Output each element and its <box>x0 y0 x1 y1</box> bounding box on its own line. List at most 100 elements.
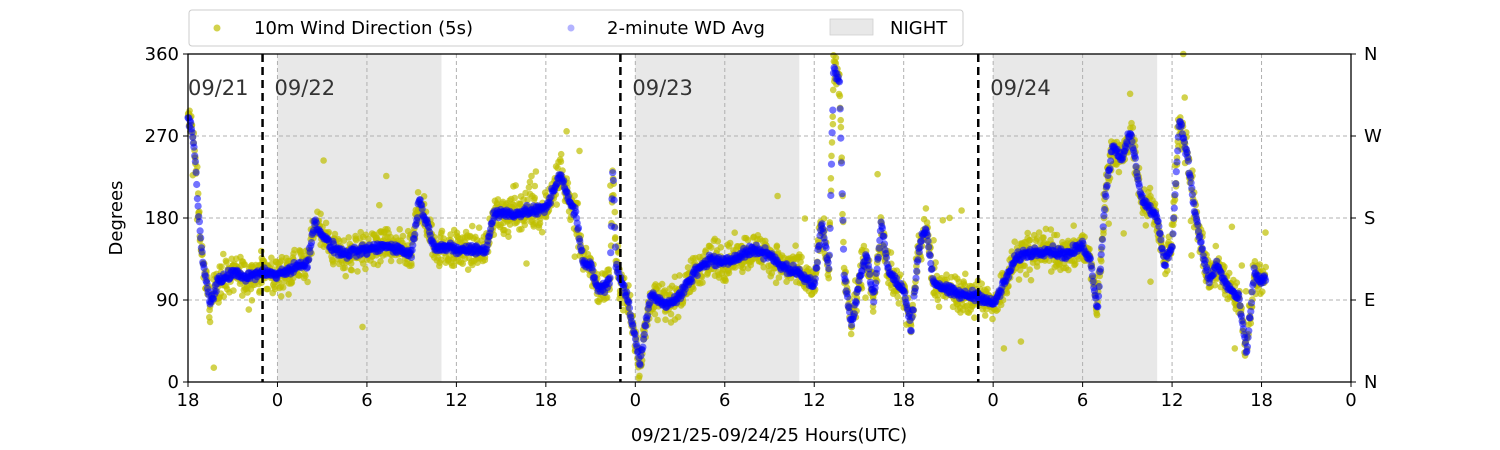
y-axis-title: Degrees <box>106 181 127 256</box>
wind-direction-point <box>1026 236 1034 244</box>
wind-direction-point <box>792 242 799 249</box>
wd-avg-point <box>611 243 620 251</box>
wind-direction-point <box>387 257 395 265</box>
wd-avg-point <box>1262 276 1270 284</box>
wd-avg-point <box>197 234 205 242</box>
wd-avg-point <box>835 78 844 86</box>
x-tick-label: 18 <box>1250 390 1273 411</box>
wind-direction-point <box>1129 124 1137 131</box>
wind-direction-point <box>1098 257 1105 265</box>
wd-avg-point <box>822 244 830 252</box>
wind-direction-point <box>1072 260 1079 268</box>
wind-direction-point <box>838 154 845 161</box>
wd-avg-point <box>212 287 220 295</box>
wd-avg-point <box>828 129 836 137</box>
wind-direction-point <box>531 182 539 190</box>
wd-avg-point <box>194 202 202 210</box>
wd-avg-point <box>606 274 614 282</box>
wd-avg-point <box>825 251 834 259</box>
wind-direction-point <box>1126 90 1134 98</box>
wind-direction-point <box>1181 94 1188 101</box>
wd-avg-point <box>928 265 936 273</box>
wd-avg-point <box>1245 327 1253 335</box>
wd-avg-point <box>631 335 640 343</box>
wd-avg-point <box>917 237 926 245</box>
wind-direction-point <box>658 280 666 288</box>
wd-avg-point <box>560 177 568 185</box>
wind-direction-point <box>450 262 458 270</box>
wind-direction-point <box>1262 263 1269 271</box>
wd-avg-point <box>926 252 934 260</box>
wind-direction-point <box>874 170 881 178</box>
wind-direction-point <box>220 293 228 300</box>
wind-direction-point <box>504 228 512 236</box>
wind-direction-point <box>516 201 524 208</box>
legend-marker-wind-direction <box>213 24 221 32</box>
wd-avg-point <box>1236 302 1244 310</box>
y-tick-label: 360 <box>145 44 179 65</box>
wd-avg-point <box>1099 223 1107 231</box>
wind-direction-point <box>994 306 1001 313</box>
wind-direction-point <box>1142 222 1150 229</box>
y-right-tick-label: E <box>1364 290 1375 311</box>
x-tick-label: 18 <box>177 390 200 411</box>
wind-direction-point <box>494 196 502 203</box>
wd-avg-point <box>878 224 887 232</box>
wd-avg-point <box>844 293 852 301</box>
wd-avg-point <box>576 237 584 245</box>
wind-direction-point <box>1238 262 1246 269</box>
wind-direction-point <box>210 364 218 372</box>
wind-direction-point <box>651 310 659 318</box>
wd-avg-point <box>1184 157 1192 165</box>
wd-avg-point <box>642 322 650 330</box>
wd-avg-point <box>637 352 645 360</box>
wd-avg-point <box>200 264 208 272</box>
wind-direction-point <box>636 372 643 380</box>
wind-direction-point <box>828 139 836 146</box>
wind-direction-point <box>978 280 985 288</box>
x-tick-label: 18 <box>892 390 915 411</box>
day-divider-label: 09/22 <box>275 76 336 100</box>
wd-avg-point <box>1088 264 1096 273</box>
x-tick-label: 6 <box>719 390 730 411</box>
wd-avg-point <box>1097 251 1105 259</box>
wd-avg-point <box>546 199 554 207</box>
wind-direction-point <box>775 274 783 281</box>
wind-direction-point <box>611 208 619 216</box>
wd-avg-point <box>407 253 415 262</box>
wd-avg-point <box>1102 192 1110 201</box>
wd-avg-point <box>1235 295 1243 303</box>
wd-avg-point <box>1201 257 1209 265</box>
wind-direction-point <box>553 201 560 208</box>
wd-avg-point <box>1203 266 1211 274</box>
wind-direction-point <box>676 272 683 279</box>
wd-avg-point <box>609 176 618 185</box>
wind-direction-point <box>829 113 836 120</box>
wd-avg-point <box>852 299 860 307</box>
wd-avg-point <box>813 264 821 272</box>
wind-direction-point <box>528 172 535 180</box>
wd-avg-point <box>1089 277 1097 286</box>
wind-direction-point <box>829 86 837 94</box>
wind-direction-point <box>1021 262 1028 270</box>
wind-direction-point <box>731 229 738 236</box>
wd-avg-point <box>1088 272 1097 280</box>
wd-avg-point <box>1178 120 1186 129</box>
x-tick-label: 6 <box>361 390 372 411</box>
wd-avg-point <box>916 243 924 251</box>
wd-avg-point <box>1196 232 1204 240</box>
wd-avg-point <box>409 241 417 249</box>
wd-avg-point <box>1157 236 1165 244</box>
wd-avg-point <box>837 159 846 167</box>
wd-avg-point <box>1094 292 1103 300</box>
wind-direction-point <box>1105 220 1112 227</box>
legend-label-wd-avg: 2-minute WD Avg <box>607 18 765 39</box>
x-tick-label: 12 <box>445 390 468 411</box>
legend-patch-night <box>829 18 874 36</box>
wind-direction-point <box>376 201 383 209</box>
wind-direction-point <box>576 147 583 155</box>
wd-avg-point <box>1168 243 1176 251</box>
wd-avg-point <box>1170 214 1178 222</box>
wd-avg-point <box>203 279 211 287</box>
